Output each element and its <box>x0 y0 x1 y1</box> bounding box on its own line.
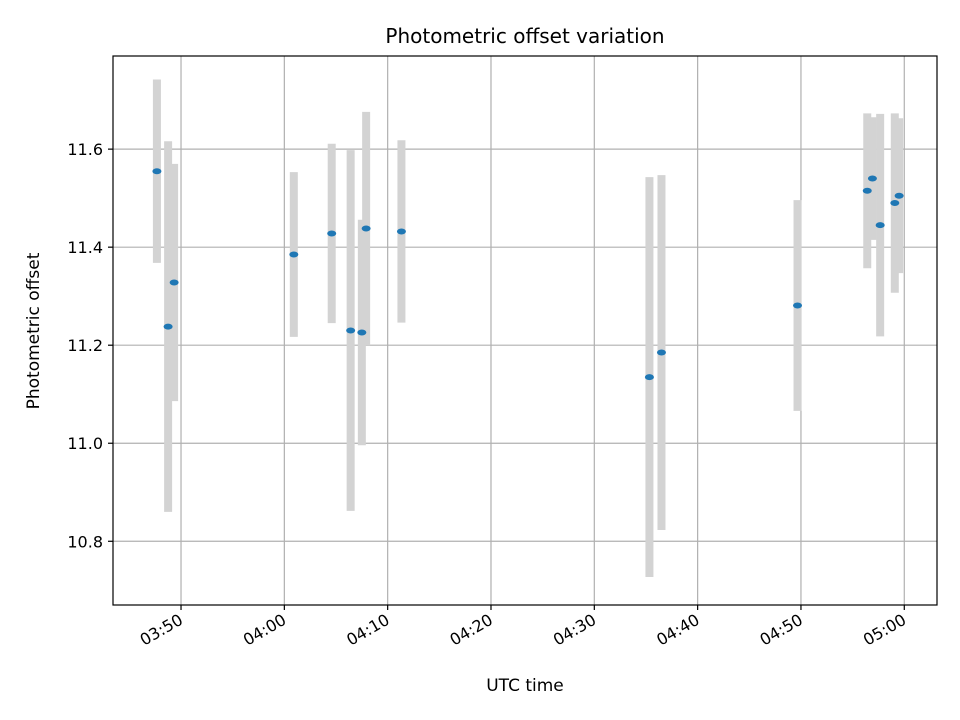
grid <box>113 56 937 605</box>
y-tick-label: 11.6 <box>67 140 103 159</box>
data-point <box>169 279 179 286</box>
y-tick-label: 11.0 <box>67 434 103 453</box>
data-point <box>396 228 406 235</box>
x-axis-label: UTC time <box>486 676 564 696</box>
y-tick-label: 11.2 <box>67 336 103 355</box>
data-point <box>152 168 162 175</box>
data-point <box>862 187 872 194</box>
data-point <box>327 230 337 237</box>
data-point <box>793 302 803 309</box>
y-axis-label: Photometric offset <box>24 252 44 409</box>
data-point <box>867 175 877 182</box>
y-axis: 10.8 11.0 11.2 11.4 11.6 <box>67 140 113 551</box>
plot-frame <box>112 55 938 606</box>
data-point <box>656 349 666 356</box>
data-point <box>875 222 885 229</box>
data-point <box>163 323 173 330</box>
data-points <box>152 168 904 381</box>
data-point <box>894 192 904 199</box>
data-point <box>361 225 371 232</box>
y-tick-label: 10.8 <box>67 532 103 551</box>
data-point <box>890 200 900 207</box>
data-point <box>346 327 356 334</box>
y-tick-label: 11.4 <box>67 238 103 257</box>
chart-title: Photometric offset variation <box>385 24 664 48</box>
data-point <box>644 374 654 381</box>
data-point <box>289 251 299 258</box>
data-point <box>357 329 367 336</box>
